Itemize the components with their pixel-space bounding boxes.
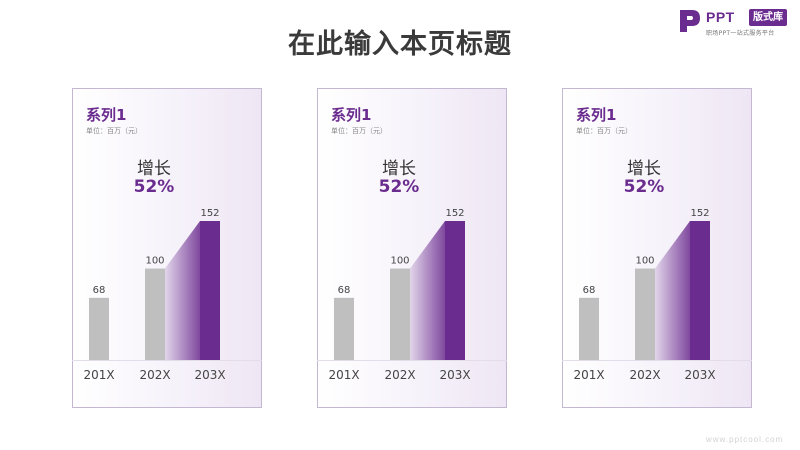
data-label: 68	[93, 285, 106, 296]
x-tick-label: 203X	[194, 368, 225, 382]
series-title: 系列1	[331, 106, 372, 124]
unit-label: 单位：百万（元）	[576, 127, 632, 135]
bar-203X	[690, 221, 710, 360]
data-label: 152	[200, 208, 219, 219]
x-tick-label: 202X	[384, 368, 415, 382]
growth-connector	[655, 221, 690, 360]
data-label: 68	[338, 285, 351, 296]
series-title: 系列1	[576, 106, 617, 124]
x-tick-label: 201X	[83, 368, 114, 382]
growth-connector	[410, 221, 445, 360]
bar-202X	[635, 268, 655, 360]
logo-brand-text: PPT	[706, 9, 735, 25]
x-tick-label: 203X	[439, 368, 470, 382]
data-label: 100	[635, 256, 654, 267]
growth-value: 52%	[133, 177, 175, 197]
growth-label: 增长	[627, 159, 661, 179]
footer-url: www.pptcool.com	[706, 435, 784, 444]
chart-header-1: 系列1 单位：百万（元）	[86, 105, 142, 136]
logo-badge: 版式库	[749, 9, 787, 26]
x-tick-label: 203X	[684, 368, 715, 382]
data-label: 152	[690, 208, 709, 219]
bar-201X	[334, 297, 354, 360]
data-label: 68	[583, 285, 596, 296]
growth-label: 增长	[137, 159, 171, 179]
bar-201X	[579, 297, 599, 360]
bar-202X	[145, 268, 165, 360]
page-title: 在此输入本页标题	[288, 29, 512, 60]
x-tick-label: 201X	[328, 368, 359, 382]
bar-201X	[89, 297, 109, 360]
logo-p-icon	[680, 10, 700, 32]
data-label: 100	[390, 256, 409, 267]
chart-header-3: 系列1 单位：百万（元）	[576, 105, 632, 136]
brand-logo: PPT 版式库 职场PPT一站式服务平台	[678, 8, 794, 38]
logo-tagline: 职场PPT一站式服务平台	[706, 30, 775, 37]
data-label: 152	[445, 208, 464, 219]
growth-label: 增长	[382, 159, 416, 179]
x-tick-label: 202X	[139, 368, 170, 382]
series-title: 系列1	[86, 106, 127, 124]
growth-value: 52%	[623, 177, 665, 197]
bar-203X	[445, 221, 465, 360]
x-tick-label: 202X	[629, 368, 660, 382]
bar-202X	[390, 268, 410, 360]
x-tick-label: 201X	[573, 368, 604, 382]
data-label: 100	[145, 256, 164, 267]
growth-value: 52%	[378, 177, 420, 197]
bar-203X	[200, 221, 220, 360]
unit-label: 单位：百万（元）	[86, 127, 142, 135]
growth-connector	[165, 221, 200, 360]
unit-label: 单位：百万（元）	[331, 127, 387, 135]
chart-header-2: 系列1 单位：百万（元）	[331, 105, 387, 136]
